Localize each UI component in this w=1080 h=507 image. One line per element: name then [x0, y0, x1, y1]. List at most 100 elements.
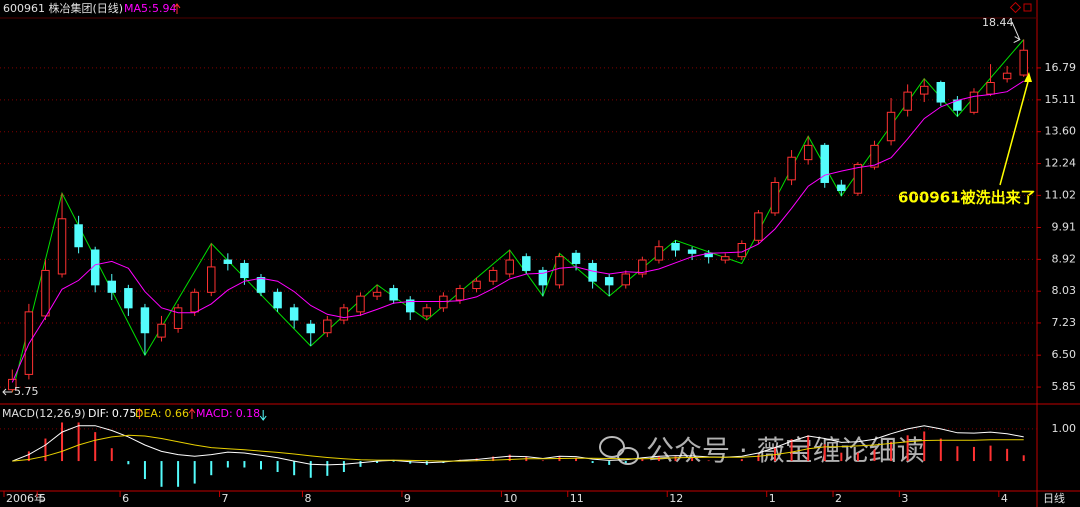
annotation-text: 600961被洗出来了 — [898, 189, 1036, 207]
annotation-arrowhead — [1024, 72, 1032, 82]
window-icon[interactable] — [1009, 1, 1022, 14]
candle-body — [820, 144, 829, 183]
candle-body — [173, 307, 183, 329]
candle-body — [488, 269, 498, 282]
candle-body — [1002, 72, 1012, 80]
x-tick-label: 6 — [122, 492, 129, 505]
macd-legend-value: 0.66 — [164, 407, 189, 420]
x-tick-label: 12 — [669, 492, 683, 505]
candle-body — [389, 288, 398, 301]
watermark-text: 公众号 · 薇宝缠论细读 — [646, 434, 925, 467]
candle-body — [455, 288, 465, 301]
candle-body — [538, 269, 548, 286]
candle-body — [837, 184, 846, 191]
candle-body — [323, 319, 332, 334]
y-tick-label: 6.50 — [1052, 348, 1077, 361]
candle-body — [754, 212, 763, 241]
ma5-value: 5.94 — [152, 2, 177, 15]
legend-arrow — [136, 408, 143, 419]
x-tick-label: 1 — [769, 492, 776, 505]
candle-body — [273, 291, 282, 309]
macd-title: MACD(12,26,9) — [2, 407, 86, 420]
candle-body — [870, 144, 879, 168]
macd-line — [12, 425, 1024, 466]
y-tick-label: 9.91 — [1052, 221, 1077, 234]
watermark-icon — [617, 447, 639, 465]
candle-body — [289, 307, 299, 321]
macd-legend-value: 0.75 — [112, 407, 137, 420]
candle-body — [936, 82, 946, 103]
legend-arrow — [188, 408, 196, 419]
candle-body — [8, 378, 17, 391]
x-tick-label: 11 — [570, 492, 584, 505]
candle-body — [903, 91, 912, 111]
candle-body — [986, 82, 995, 95]
y-tick-label: 8.92 — [1052, 252, 1077, 265]
candle-body — [687, 249, 697, 254]
candle-body — [124, 288, 133, 309]
candle-body — [356, 295, 365, 313]
x-tick-label: 2006年 — [6, 491, 45, 505]
x-tick-label: 9 — [404, 492, 411, 505]
x-tick-label: 5 — [39, 492, 46, 505]
watermark: 公众号 · 薇宝缠论细读 — [599, 434, 925, 467]
candle-body — [522, 256, 531, 271]
low-marker-arrow — [2, 388, 12, 396]
candle-body — [1019, 49, 1028, 76]
candle-body — [107, 280, 117, 293]
candle-body — [721, 256, 730, 261]
candle-body — [422, 307, 432, 317]
candle-body — [405, 299, 415, 313]
candle-body — [770, 181, 780, 214]
candle-body — [787, 156, 796, 181]
candle-body — [604, 277, 614, 286]
candle-body — [737, 243, 747, 258]
high-marker: 18.44 — [982, 16, 1014, 29]
candle-body — [919, 85, 929, 95]
y-tick-label: 8.03 — [1052, 284, 1077, 297]
candle-body — [157, 323, 166, 338]
candle-body — [671, 243, 680, 251]
candle-body — [853, 164, 863, 194]
low-marker: 5.75 — [14, 385, 39, 398]
candle-body — [140, 307, 150, 334]
y-tick-label: 12.24 — [1045, 157, 1077, 170]
candle-body — [588, 262, 597, 282]
candle-body — [240, 262, 249, 279]
candle-body — [555, 256, 564, 286]
window-icon[interactable] — [1023, 3, 1032, 12]
candle-body — [803, 144, 813, 161]
candle-body — [339, 307, 349, 321]
ma5-line — [11, 80, 1024, 383]
macd-legend-name: MACD: — [196, 407, 233, 420]
annotation-arrow — [999, 77, 1030, 186]
candle-body — [654, 246, 664, 261]
candle-body — [207, 266, 216, 293]
macd-legend-name: DEA: — [135, 407, 161, 420]
candle-body — [372, 291, 382, 297]
period-label: 日线 — [1043, 491, 1065, 505]
x-tick-label: 10 — [503, 492, 517, 505]
macd-legend-value: 0.18 — [236, 407, 261, 420]
ma5-name: MA5: — [124, 2, 152, 15]
candle-body — [306, 323, 315, 334]
candle-body — [969, 91, 979, 113]
x-tick-label: 2 — [835, 492, 842, 505]
macd-line — [12, 434, 1024, 462]
macd-legend-name: DIF: — [88, 407, 109, 420]
candle-body — [190, 291, 199, 313]
candle-body — [90, 249, 100, 286]
candle-body — [256, 277, 266, 293]
legend-arrow — [259, 410, 267, 421]
candle-body — [74, 224, 83, 248]
candle-body — [223, 259, 233, 264]
candle-body — [57, 218, 67, 275]
y-tick-label: 16.79 — [1045, 61, 1077, 74]
candle-body — [505, 259, 514, 275]
candle-body — [638, 259, 647, 275]
x-tick-label: 7 — [222, 492, 229, 505]
